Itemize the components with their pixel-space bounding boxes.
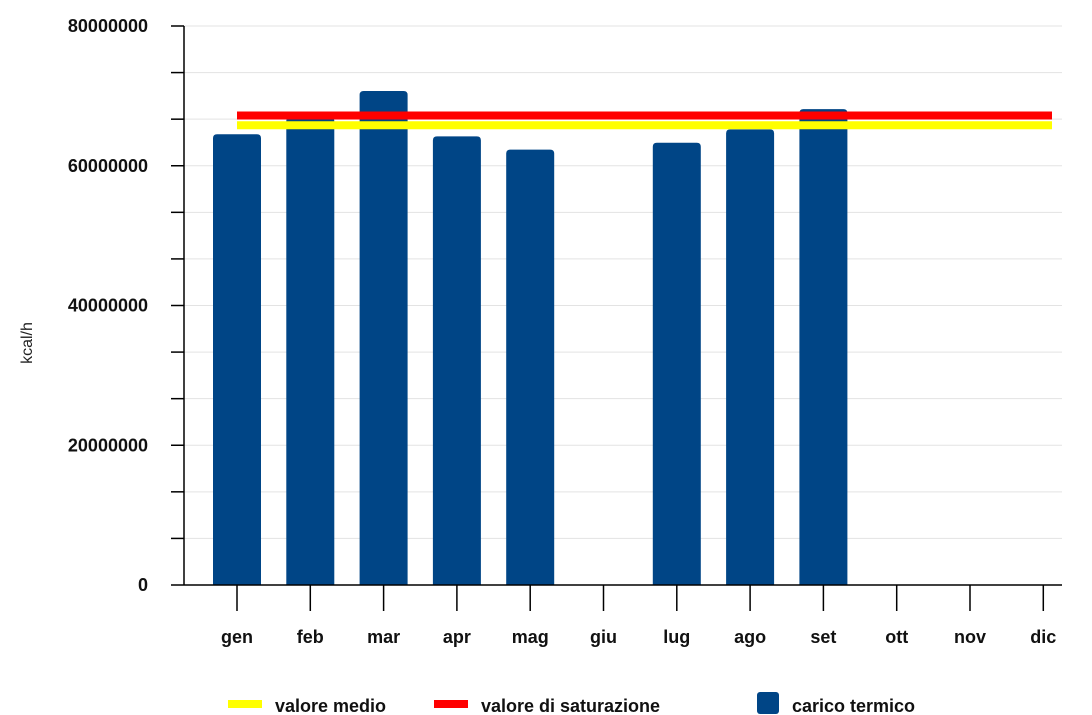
y-tick-label: 40000000 (68, 296, 148, 316)
x-tick-label-dic: dic (1030, 627, 1056, 647)
bar-set (799, 109, 848, 586)
axes (171, 25, 1062, 611)
reference-lines (237, 111, 1052, 130)
x-tick-label-ott: ott (885, 627, 908, 647)
x-tick-label-giu: giu (590, 627, 617, 647)
y-tick-label: 0 (138, 575, 148, 595)
legend-label-valore-medio: valore medio (275, 696, 386, 715)
x-tick-label-mar: mar (367, 627, 400, 647)
legend-swatch-valore-medio (228, 700, 262, 708)
x-tick-label-set: set (810, 627, 836, 647)
legend-swatch-carico-termico (757, 692, 779, 714)
bar-mag (506, 149, 555, 585)
legend: valore medio valore di saturazione caric… (228, 692, 915, 715)
y-tick-label: 80000000 (68, 16, 148, 36)
bar-ago (726, 129, 775, 586)
bar-apr (432, 136, 481, 585)
legend-label-carico-termico: carico termico (792, 696, 915, 715)
x-tick-label-feb: feb (297, 627, 324, 647)
x-tick-label-mag: mag (512, 627, 549, 647)
x-tick-label-ago: ago (734, 627, 766, 647)
x-category-labels: gen feb mar apr mag giu lug ago set ott nov dic (221, 627, 1056, 647)
x-tick-label-apr: apr (443, 627, 471, 647)
bar-gen (213, 134, 261, 585)
bars (213, 90, 848, 586)
y-tick-label: 20000000 (68, 435, 148, 455)
bar-mar (359, 90, 408, 585)
legend-swatch-valore-di-saturazione (434, 700, 468, 708)
y-axis-title: kcal/h (19, 322, 36, 364)
legend-label-valore-di-saturazione: valore di saturazione (481, 696, 660, 715)
bar-lug (652, 142, 701, 585)
x-tick-label-nov: nov (954, 627, 986, 647)
x-tick-label-lug: lug (663, 627, 690, 647)
x-tick-label-gen: gen (221, 627, 253, 647)
y-tick-label: 60000000 (68, 156, 148, 176)
bar-feb (286, 116, 335, 586)
y-tick-labels: 0 20000000 40000000 60000000 80000000 (68, 16, 148, 595)
